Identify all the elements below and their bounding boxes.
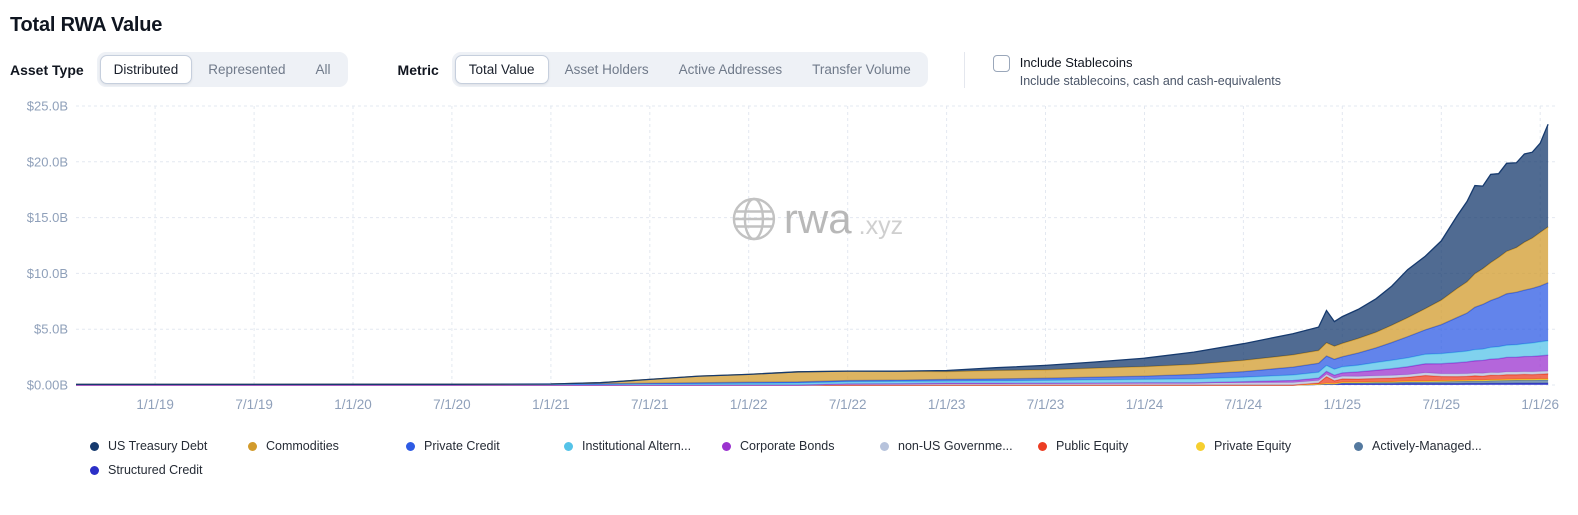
svg-text:7/1/21: 7/1/21: [631, 397, 669, 412]
legend-dot-corporate-bonds: [722, 441, 731, 451]
metric-group: Metric Total Value Asset Holders Active Ad…: [398, 52, 928, 87]
asset-type-option-distributed[interactable]: Distributed: [99, 55, 193, 84]
area-structured-credit: [76, 383, 1549, 385]
legend-item-non-us-governme[interactable]: non-US Governme...: [880, 439, 1038, 453]
legend-label: Commodities: [266, 439, 339, 453]
legend-item-structured-credit[interactable]: Structured Credit: [90, 463, 248, 477]
legend-dot-private-credit: [406, 441, 415, 451]
legend-dot-actively-managed: [1354, 441, 1363, 451]
asset-type-option-represented[interactable]: Represented: [194, 55, 299, 84]
legend-dot-public-equity: [1038, 441, 1047, 451]
legend-label: Private Equity: [1214, 439, 1292, 453]
svg-text:1/1/23: 1/1/23: [928, 397, 966, 412]
include-stablecoins-label[interactable]: Include Stablecoins: [1019, 55, 1133, 70]
svg-text:$0.00B: $0.00B: [27, 378, 68, 393]
asset-type-option-all[interactable]: All: [302, 55, 345, 84]
legend-item-us-treasury-debt[interactable]: US Treasury Debt: [90, 439, 248, 453]
svg-text:7/1/25: 7/1/25: [1423, 397, 1461, 412]
legend-label: non-US Governme...: [898, 439, 1013, 453]
legend-dot-us-treasury-debt: [90, 441, 99, 451]
svg-text:$25.0B: $25.0B: [27, 99, 68, 114]
legend-item-public-equity[interactable]: Public Equity: [1038, 439, 1196, 453]
svg-text:1/1/21: 1/1/21: [532, 397, 570, 412]
metric-option-active-addresses[interactable]: Active Addresses: [665, 55, 797, 84]
svg-text:1/1/19: 1/1/19: [136, 397, 174, 412]
svg-text:$5.0B: $5.0B: [34, 322, 68, 337]
legend-dot-commodities: [248, 441, 257, 451]
line-us-treasury-debt: [76, 123, 1549, 386]
chart-area: $0.00B $5.0B $10.0B $15.0B $20.0B $25.0B 1/1/1…: [10, 98, 1568, 423]
metric-option-transfer-volume[interactable]: Transfer Volume: [798, 55, 925, 84]
svg-text:7/1/19: 7/1/19: [235, 397, 273, 412]
legend-label: US Treasury Debt: [108, 439, 208, 453]
include-stablecoins-description: Include stablecoins, cash and cash-equiv…: [1019, 74, 1281, 88]
metric-segmented-control: Total Value Asset Holders Active Addresses…: [451, 52, 928, 87]
svg-text:7/1/23: 7/1/23: [1027, 397, 1065, 412]
legend-dot-institutional-altern: [564, 441, 573, 451]
legend-label: Public Equity: [1056, 439, 1129, 453]
svg-text:1/1/25: 1/1/25: [1324, 397, 1362, 412]
metric-label: Metric: [397, 61, 439, 78]
include-stablecoins-group: Include Stablecoins Include stablecoins,…: [992, 52, 1281, 88]
svg-text:1/1/20: 1/1/20: [334, 397, 372, 412]
svg-text:7/1/24: 7/1/24: [1225, 397, 1263, 412]
legend-item-institutional-altern[interactable]: Institutional Altern...: [564, 439, 722, 453]
legend-label: Actively-Managed...: [1372, 439, 1482, 453]
svg-text:7/1/22: 7/1/22: [829, 397, 867, 412]
legend-label: Institutional Altern...: [582, 439, 692, 453]
controls-divider: [963, 52, 965, 88]
svg-text:$15.0B: $15.0B: [27, 210, 68, 225]
chart-legend: US Treasury Debt Commodities Private Credi…: [90, 439, 1568, 477]
total-rwa-value-chart[interactable]: $0.00B $5.0B $10.0B $15.0B $20.0B $25.0B 1/1/1…: [10, 98, 1568, 423]
page-title: Total RWA Value: [10, 14, 163, 36]
rwa-dashboard: Total RWA Value Asset Type Distributed Re…: [0, 14, 1578, 477]
asset-type-segmented-control: Distributed Represented All: [96, 52, 348, 87]
legend-label: Structured Credit: [108, 463, 203, 477]
svg-text:$20.0B: $20.0B: [27, 154, 68, 169]
legend-dot-structured-credit: [90, 465, 99, 475]
legend-item-private-equity[interactable]: Private Equity: [1196, 439, 1354, 453]
svg-text:$10.0B: $10.0B: [27, 266, 68, 281]
legend-dot-non-us-governme: [880, 441, 889, 451]
include-stablecoins-checkbox[interactable]: [992, 55, 1010, 72]
svg-text:1/1/26: 1/1/26: [1521, 397, 1559, 412]
asset-type-group: Asset Type Distributed Represented All: [10, 52, 348, 87]
legend-item-private-credit[interactable]: Private Credit: [406, 439, 564, 453]
legend-item-actively-managed[interactable]: Actively-Managed...: [1354, 439, 1512, 453]
legend-item-corporate-bonds[interactable]: Corporate Bonds: [722, 439, 880, 453]
svg-text:1/1/22: 1/1/22: [730, 397, 768, 412]
legend-label: Private Credit: [424, 439, 500, 453]
legend-item-commodities[interactable]: Commodities: [248, 439, 406, 453]
filter-controls-row: Asset Type Distributed Represented All Met…: [10, 52, 1568, 88]
svg-text:7/1/20: 7/1/20: [433, 397, 471, 412]
legend-label: Corporate Bonds: [740, 439, 835, 453]
svg-text:1/1/24: 1/1/24: [1126, 397, 1164, 412]
metric-option-asset-holders[interactable]: Asset Holders: [551, 55, 663, 84]
asset-type-label: Asset Type: [10, 61, 84, 78]
legend-dot-private-equity: [1196, 441, 1205, 451]
metric-option-total-value[interactable]: Total Value: [454, 55, 549, 84]
